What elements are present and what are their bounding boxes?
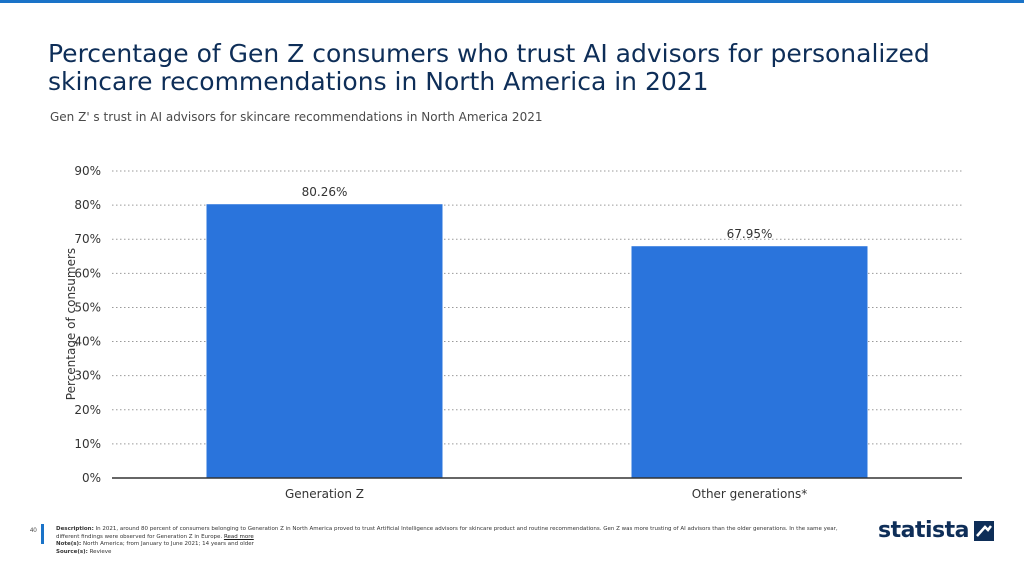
bar[interactable] — [206, 204, 443, 478]
chart-title: Percentage of Gen Z consumers who trust … — [48, 39, 930, 96]
description-label: Description: — [56, 526, 94, 532]
description-line: Description: In 2021, around 80 percent … — [56, 526, 856, 541]
bars — [206, 204, 868, 478]
y-axis-label: Percentage of consumers — [64, 248, 78, 400]
statista-logo-icon — [973, 520, 994, 541]
read-more-link[interactable]: Read more — [223, 533, 254, 540]
logo-text: statista — [878, 518, 969, 543]
notes-line: Note(s): North America; from January to … — [56, 541, 856, 549]
footer-notes: Description: In 2021, around 80 percent … — [56, 526, 856, 556]
notes-label: Note(s): — [56, 541, 82, 547]
y-tick-label: 90% — [74, 164, 101, 178]
footer-accent-bar — [41, 524, 44, 544]
y-tick-label: 30% — [74, 369, 101, 383]
bar-chart: 0% 10% 20% 30% 40% 50% 60% 70% 80% 90% 80.26% 67.9… — [64, 164, 962, 501]
y-tick-label: 70% — [74, 232, 101, 246]
data-labels: 80.26% 67.95% — [302, 185, 773, 241]
bar-value-label: 67.95% — [727, 227, 773, 241]
y-tick-label: 10% — [74, 437, 101, 451]
notes-text: North America; from January to June 2021… — [83, 541, 254, 547]
page-number: 40 — [30, 528, 37, 534]
x-tick-label: Generation Z — [285, 487, 364, 501]
source-label: Source(s): — [56, 548, 88, 555]
y-axis-ticks: 0% 10% 20% 30% 40% 50% 60% 70% 80% 90% — [74, 164, 101, 485]
y-tick-label: 80% — [74, 198, 101, 212]
x-tick-label: Other generations* — [692, 487, 807, 501]
source-text: Revieve — [89, 548, 112, 555]
y-tick-label: 20% — [74, 403, 101, 417]
statista-logo[interactable]: statista — [878, 518, 994, 543]
bar-value-label: 80.26% — [302, 185, 348, 199]
bar[interactable] — [631, 246, 868, 478]
description-text: In 2021, around 80 percent of consumers … — [56, 526, 838, 540]
chart-subtitle: Gen Z' s trust in AI advisors for skinca… — [50, 110, 543, 124]
x-axis-ticks: Generation Z Other generations* — [285, 487, 807, 501]
y-tick-label: 50% — [74, 300, 101, 314]
y-tick-label: 0% — [82, 471, 101, 485]
y-tick-label: 40% — [74, 335, 101, 349]
source-line: Source(s): Revieve — [56, 549, 856, 557]
top-accent-bar — [0, 0, 1024, 3]
y-tick-label: 60% — [74, 266, 101, 280]
